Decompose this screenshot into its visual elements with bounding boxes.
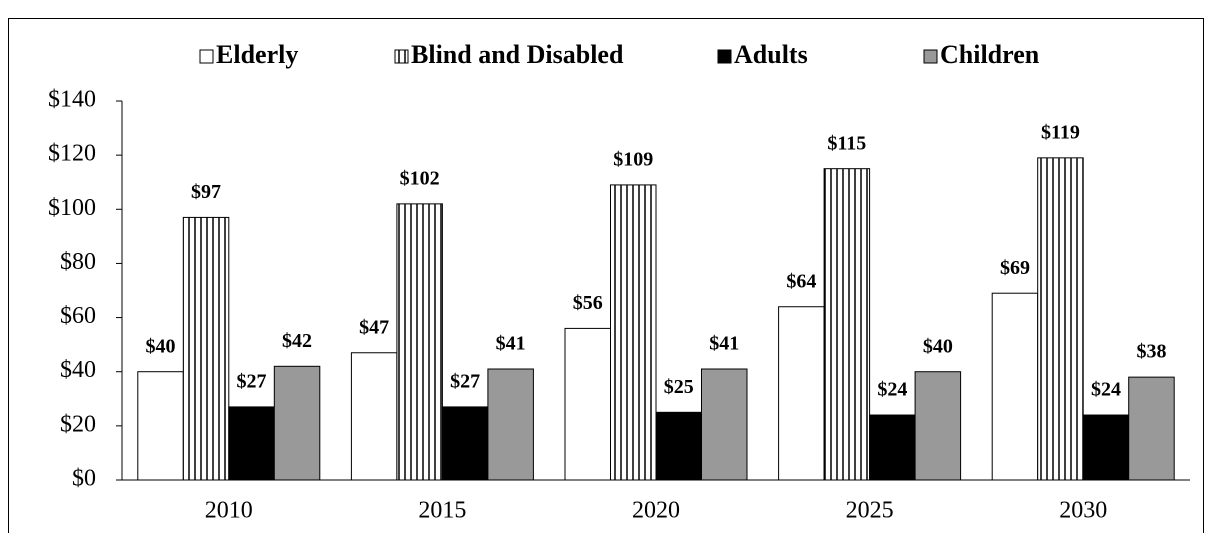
bar xyxy=(655,411,702,481)
bar xyxy=(610,184,657,481)
x-tick-label: 2020 xyxy=(632,498,680,524)
x-tick-label: 2030 xyxy=(1059,498,1107,524)
legend-swatch xyxy=(923,49,938,64)
data-label: $56 xyxy=(573,292,603,314)
y-tick-label: $120 xyxy=(48,141,96,167)
data-label: $109 xyxy=(613,149,653,171)
bar xyxy=(396,203,443,481)
bar xyxy=(991,292,1039,481)
data-label: $69 xyxy=(1000,257,1030,279)
frame xyxy=(8,18,1204,533)
y-tick-label: $20 xyxy=(60,411,96,437)
bar xyxy=(350,352,398,481)
x-tick-label: 2015 xyxy=(418,498,466,524)
bar xyxy=(441,406,489,481)
legend-swatch xyxy=(394,49,409,64)
legend-label: Elderly xyxy=(216,40,298,69)
legend-label: Children xyxy=(940,40,1040,69)
bar xyxy=(487,368,534,481)
data-label: $119 xyxy=(1041,121,1080,143)
data-label: $40 xyxy=(146,335,176,357)
legend-label: Adults xyxy=(734,40,808,69)
data-label: $42 xyxy=(282,330,312,352)
bar xyxy=(137,371,184,481)
y-tick-label: $40 xyxy=(60,357,96,383)
data-label: $27 xyxy=(450,371,480,393)
data-label: $25 xyxy=(664,376,694,398)
bar xyxy=(564,327,611,481)
bar xyxy=(1128,376,1175,481)
data-label: $24 xyxy=(1091,379,1121,401)
data-label: $41 xyxy=(496,333,526,355)
bar xyxy=(778,306,825,481)
y-tick-label: $60 xyxy=(60,303,96,329)
data-label: $64 xyxy=(786,270,816,292)
data-label: $27 xyxy=(237,371,267,393)
data-label: $24 xyxy=(877,379,907,401)
data-label: $38 xyxy=(1136,341,1166,363)
y-tick-label: $100 xyxy=(48,195,96,221)
bar xyxy=(1037,157,1084,481)
y-tick-label: $0 xyxy=(72,466,96,492)
bar xyxy=(1082,414,1130,481)
bar xyxy=(273,365,321,481)
legend-label: Blind and Disabled xyxy=(411,40,624,69)
bar xyxy=(182,216,230,481)
x-tick-label: 2025 xyxy=(846,498,894,524)
bar xyxy=(914,371,962,481)
data-label: $115 xyxy=(827,132,866,154)
bar xyxy=(701,368,748,481)
data-label: $97 xyxy=(191,181,221,203)
y-tick-label: $80 xyxy=(60,249,96,275)
data-label: $40 xyxy=(923,335,953,357)
y-tick-label: $140 xyxy=(48,87,96,113)
data-label: $41 xyxy=(709,333,739,355)
legend-swatch xyxy=(199,49,214,64)
data-label: $47 xyxy=(359,316,389,338)
bar xyxy=(228,406,275,481)
bar xyxy=(869,414,916,481)
bar xyxy=(823,168,871,481)
legend-swatch xyxy=(717,49,732,64)
data-label: $102 xyxy=(400,167,440,189)
x-tick-label: 2010 xyxy=(205,498,253,524)
